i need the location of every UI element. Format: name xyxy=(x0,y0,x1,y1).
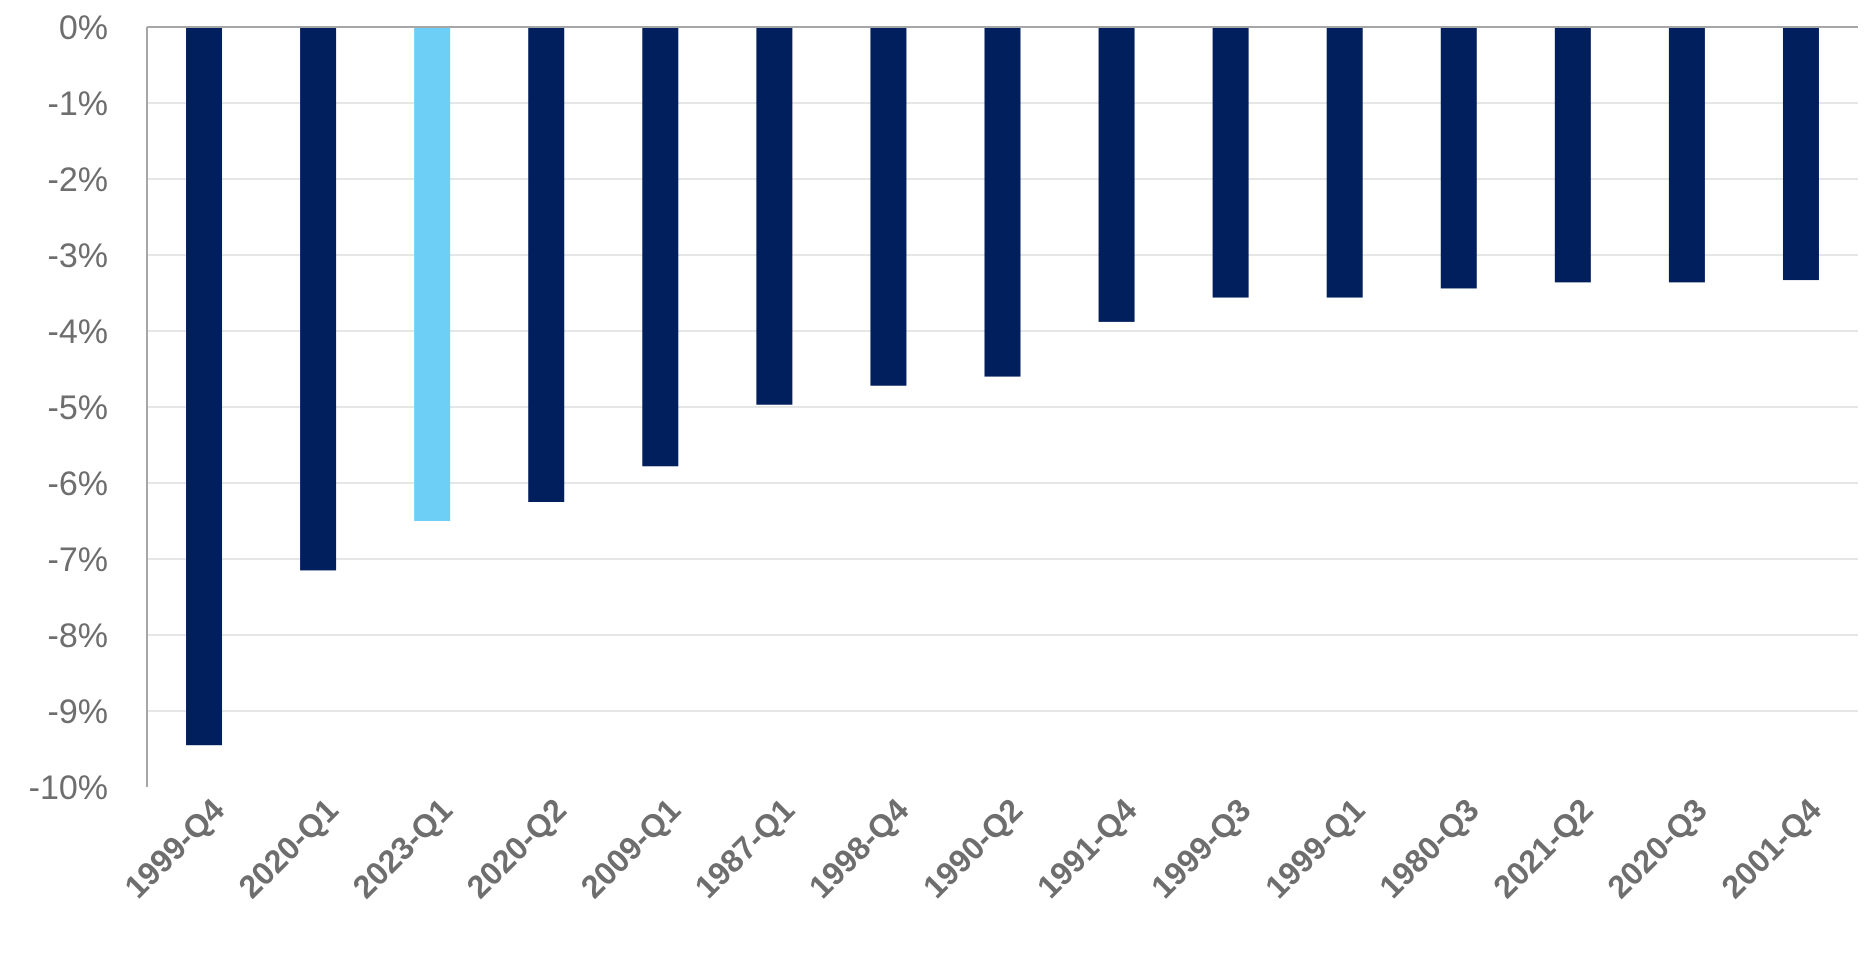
x-axis-tick-labels: 1999-Q4 2020-Q1 2023-Q1 2020-Q2 2009-Q1 1987-… xyxy=(117,791,1828,905)
x-tick-label: 2020-Q1 xyxy=(232,791,346,905)
bar-1998-Q4 xyxy=(870,27,907,386)
bar-2009-Q1 xyxy=(642,27,679,467)
bar-2021-Q2 xyxy=(1554,27,1591,283)
bar-1999-Q4 xyxy=(186,27,223,746)
x-tick-label: 1998-Q4 xyxy=(802,791,916,905)
x-tick-label: 1990-Q2 xyxy=(916,791,1030,905)
x-tick-label: 2023-Q1 xyxy=(346,791,460,905)
y-tick-label: -10% xyxy=(29,769,108,807)
bar-1990-Q2 xyxy=(984,27,1021,377)
bar-1991-Q4 xyxy=(1098,27,1135,322)
bar-1980-Q3 xyxy=(1440,27,1477,289)
x-tick-label: 1991-Q4 xyxy=(1030,791,1144,905)
y-tick-label: -8% xyxy=(48,617,108,655)
bar-1999-Q3 xyxy=(1212,27,1249,298)
y-tick-label: -2% xyxy=(48,161,108,199)
y-tick-label: -1% xyxy=(48,85,108,123)
bar-2023-Q1 xyxy=(414,27,451,521)
y-tick-label: -5% xyxy=(48,389,108,427)
x-tick-label: 1987-Q1 xyxy=(688,791,802,905)
x-tick-label: 2020-Q2 xyxy=(460,791,574,905)
bar-1999-Q1 xyxy=(1326,27,1363,298)
x-tick-label: 1999-Q3 xyxy=(1144,791,1258,905)
bar-2020-Q3 xyxy=(1668,27,1705,283)
x-tick-label: 2021-Q2 xyxy=(1486,791,1600,905)
bar-2020-Q1 xyxy=(300,27,337,571)
bar-1987-Q1 xyxy=(756,27,793,405)
x-tick-label: 2001-Q4 xyxy=(1714,791,1828,905)
x-tick-label: 1999-Q1 xyxy=(1258,791,1372,905)
y-axis-tick-labels: 0% -1% -2% -3% -4% -5% -6% -7% -8% -9% -10% xyxy=(29,9,108,807)
y-tick-label: -9% xyxy=(48,693,108,731)
y-tick-label: -3% xyxy=(48,237,108,275)
bar-2001-Q4 xyxy=(1782,27,1819,281)
y-tick-label: -4% xyxy=(48,313,108,351)
x-tick-label: 1999-Q4 xyxy=(117,791,231,905)
bar-2020-Q2 xyxy=(528,27,565,502)
bars xyxy=(186,27,1819,746)
x-tick-label: 1980-Q3 xyxy=(1372,791,1486,905)
y-tick-label: -6% xyxy=(48,465,108,503)
x-tick-label: 2009-Q1 xyxy=(574,791,688,905)
y-tick-label: 0% xyxy=(59,9,108,47)
y-tick-label: -7% xyxy=(48,541,108,579)
x-tick-label: 2020-Q3 xyxy=(1600,791,1714,905)
